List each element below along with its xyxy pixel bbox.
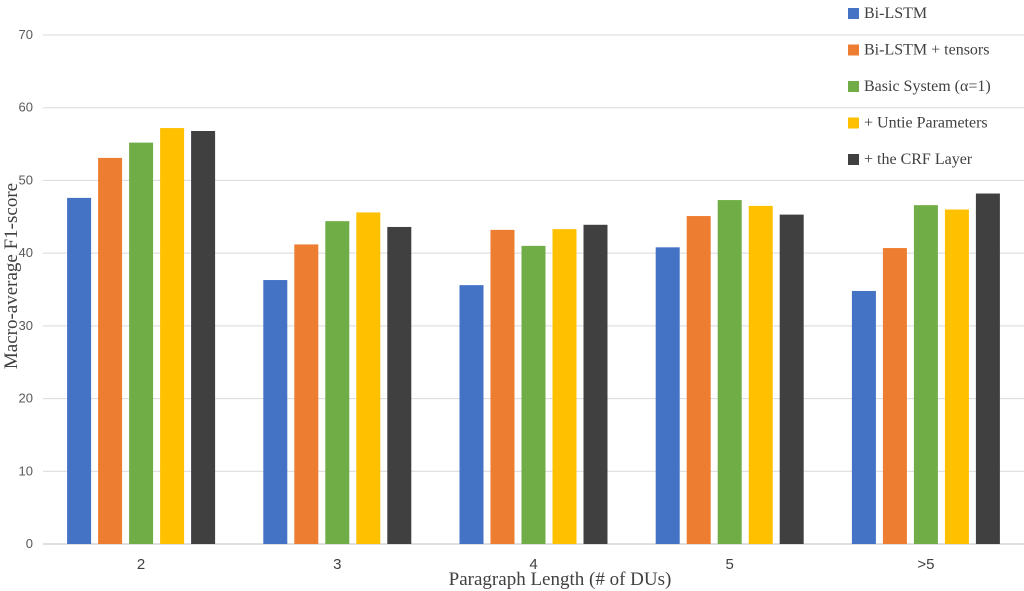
- bar: [325, 221, 350, 545]
- bar: [913, 205, 938, 544]
- legend-swatch: [848, 154, 859, 165]
- bar: [882, 248, 907, 544]
- bar: [779, 214, 804, 544]
- legend-item: + Untie Parameters: [848, 115, 988, 132]
- y-axis-ticks: 0 10 20 30 40 50 60 70: [19, 27, 33, 551]
- legend-label: + Untie Parameters: [864, 115, 988, 132]
- legend-label: Basic System (α=1): [864, 78, 991, 95]
- legend-item: Basic System (α=1): [848, 78, 991, 95]
- bar: [717, 200, 742, 544]
- x-tick-label: 5: [726, 556, 734, 573]
- y-axis-label: Macro-average F1-score: [1, 183, 22, 369]
- legend-swatch: [848, 81, 859, 92]
- legend-item: + the CRF Layer: [848, 151, 973, 168]
- bar: [552, 229, 577, 544]
- y-tick-label: 0: [26, 536, 33, 551]
- y-tick-label: 30: [19, 318, 33, 333]
- bar: [67, 197, 92, 544]
- bar: [686, 216, 711, 544]
- y-tick-label: 60: [19, 100, 33, 115]
- bars: [67, 128, 1000, 545]
- y-tick-label: 50: [19, 172, 33, 187]
- bar: [98, 157, 123, 544]
- bar: [655, 247, 680, 544]
- x-tick-label: >5: [917, 556, 934, 573]
- bar: [160, 128, 185, 544]
- y-tick-label: 10: [19, 463, 33, 478]
- legend-label: Bi-LSTM: [864, 5, 927, 22]
- y-tick-label: 40: [19, 245, 33, 260]
- x-axis-ticks: 2 3 4 5 >5: [137, 556, 935, 573]
- bar: [356, 212, 381, 544]
- bar: [191, 130, 216, 545]
- bar: [294, 244, 319, 544]
- legend-swatch: [848, 44, 859, 56]
- legend-swatch: [848, 117, 859, 129]
- y-tick-label: 20: [19, 391, 33, 406]
- bar: [521, 245, 546, 544]
- legend-swatch: [848, 8, 859, 19]
- bar: [975, 193, 1000, 544]
- x-tick-label: 2: [137, 556, 145, 573]
- legend: Bi-LSTM Bi-LSTM + tensors Basic System (α=…: [848, 5, 991, 168]
- legend-item: Bi-LSTM + tensors: [848, 42, 989, 59]
- bar: [490, 229, 515, 545]
- bar: [583, 224, 608, 544]
- legend-label: + the CRF Layer: [864, 151, 973, 168]
- legend-item: Bi-LSTM: [848, 5, 927, 22]
- x-axis-label: Paragraph Length (# of DUs): [449, 569, 672, 590]
- x-tick-label: 3: [333, 556, 341, 573]
- bar: [387, 226, 412, 545]
- legend-label: Bi-LSTM + tensors: [864, 42, 989, 59]
- y-tick-label: 70: [19, 27, 33, 42]
- bar: [748, 205, 773, 544]
- bar: [851, 290, 876, 544]
- bar: [944, 209, 969, 544]
- x-tick-label: 4: [529, 556, 537, 573]
- bar: [263, 280, 288, 544]
- bar: [129, 142, 154, 545]
- bar: [459, 285, 484, 544]
